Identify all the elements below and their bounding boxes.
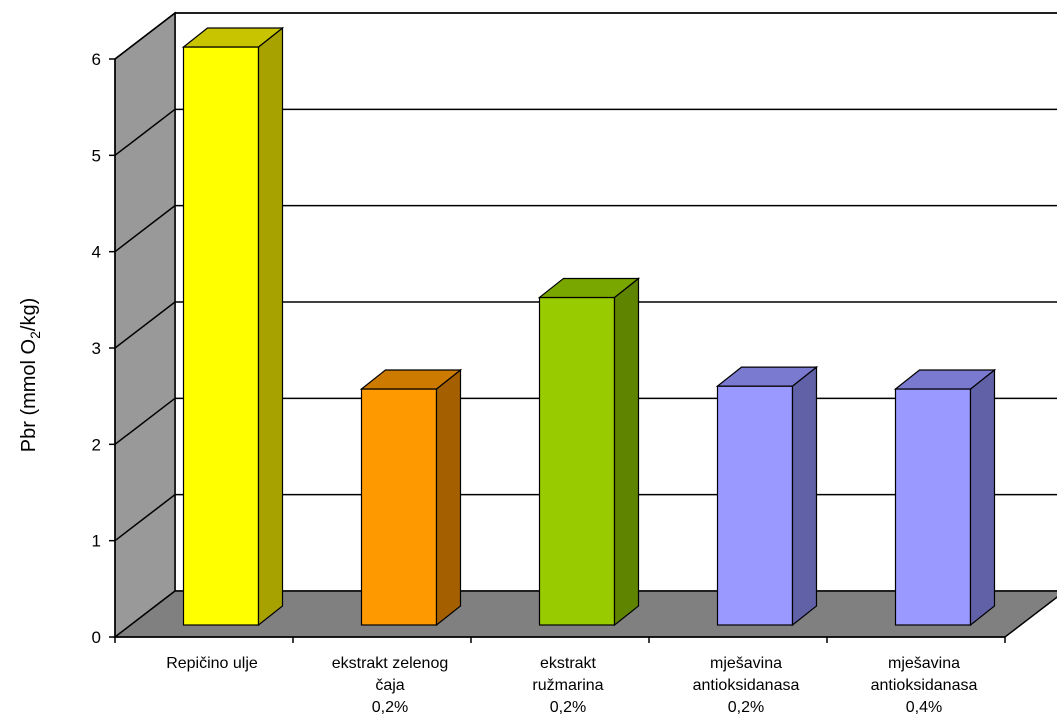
x-category-label: Repičino ulje bbox=[166, 655, 258, 672]
bar-side bbox=[969, 368, 996, 627]
bar-side bbox=[257, 26, 284, 627]
bar bbox=[537, 277, 641, 627]
x-category-label: mješavina bbox=[710, 655, 782, 672]
bar-front bbox=[716, 385, 794, 626]
bar-front bbox=[894, 388, 972, 626]
x-category-label: mješavina bbox=[888, 655, 960, 672]
gridlines bbox=[114, 12, 1057, 542]
bar-side bbox=[791, 365, 818, 627]
bar-side bbox=[613, 277, 640, 627]
y-tick-label: 0 bbox=[92, 628, 101, 647]
bar-front bbox=[182, 46, 260, 626]
bar-top bbox=[359, 369, 463, 390]
y-tick-label: 3 bbox=[92, 339, 101, 358]
gridline bbox=[114, 204, 1057, 253]
y-tick-label: 4 bbox=[92, 243, 101, 262]
bar-top bbox=[181, 27, 285, 48]
x-category-label: 0,4% bbox=[906, 699, 942, 716]
x-category-label: ekstrakt bbox=[540, 655, 597, 672]
x-category-label: ekstrakt zelenog bbox=[332, 655, 449, 672]
bar bbox=[715, 365, 819, 627]
x-category-label: ružmarina bbox=[532, 677, 603, 694]
x-category-label: antioksidanasa bbox=[693, 677, 800, 694]
bar-top bbox=[537, 277, 641, 299]
bar bbox=[893, 368, 997, 627]
x-category-label: 0,2% bbox=[550, 699, 586, 716]
bar bbox=[181, 26, 285, 627]
x-category-label: čaja bbox=[375, 677, 404, 694]
bar-top bbox=[893, 369, 997, 390]
x-category-label: 0,2% bbox=[728, 699, 764, 716]
y-tick-label: 5 bbox=[92, 146, 101, 165]
gridline bbox=[114, 301, 1057, 349]
x-category-label: 0,2% bbox=[372, 699, 408, 716]
bar bbox=[359, 368, 463, 627]
bar-top bbox=[715, 366, 819, 387]
y-axis-label: Pbr (mmol O2/kg) bbox=[18, 298, 43, 452]
bars bbox=[181, 26, 997, 627]
y-tick-label: 6 bbox=[92, 50, 101, 69]
y-tick-labels: 0 1 2 3 4 5 6 bbox=[92, 50, 101, 647]
x-category-label: antioksidanasa bbox=[871, 677, 978, 694]
gridline bbox=[114, 108, 1057, 156]
bar-side bbox=[435, 368, 462, 627]
bar-front bbox=[538, 296, 616, 626]
y-tick-label: 1 bbox=[92, 532, 101, 551]
bar-front bbox=[360, 388, 438, 626]
x-category-labels: Repičino ulje ekstrakt zelenog čaja 0,2% eks… bbox=[166, 655, 977, 716]
gridline bbox=[114, 12, 1057, 60]
axes bbox=[109, 58, 1006, 643]
y-tick-label: 2 bbox=[92, 435, 101, 454]
